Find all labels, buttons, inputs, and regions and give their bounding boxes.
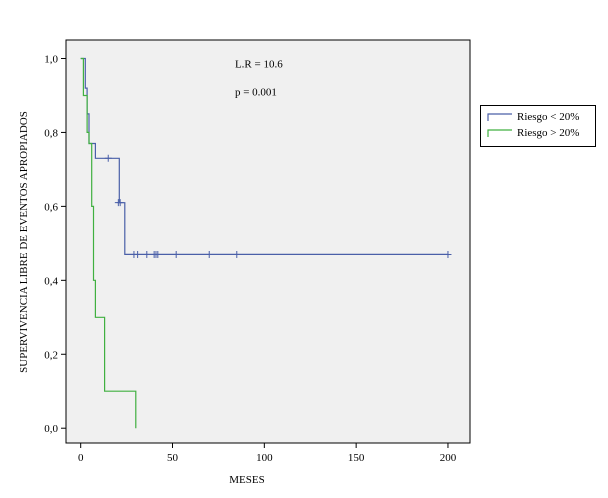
y-tick-label: 0,6 (44, 201, 58, 213)
x-tick-label: 100 (256, 452, 273, 464)
annotations: L.R = 10.6 p = 0.001 (235, 59, 283, 99)
legend-swatch-high-risk (487, 129, 512, 137)
axes: 0 50 100 150 200 0,0 0,2 0,4 0,6 0,8 1,0 (44, 53, 456, 464)
y-tick-label: 0,4 (44, 275, 58, 287)
series-layer (80, 57, 452, 429)
legend-item-low-risk: Riesgo < 20% (487, 109, 595, 125)
y-tick-label: 0,2 (44, 349, 58, 361)
annotation-text: p = 0.001 (235, 86, 277, 98)
censor-mark (134, 250, 142, 258)
x-axis-title: MESES (229, 474, 264, 486)
censor-mark (154, 250, 162, 258)
censor-mark (444, 250, 452, 258)
x-tick-label: 200 (440, 452, 457, 464)
y-tick-label: 0,0 (44, 423, 58, 435)
legend: Riesgo < 20% Riesgo > 20% (480, 105, 596, 147)
censor-mark (205, 250, 213, 258)
plot-area (65, 39, 471, 444)
legend-item-high-risk: Riesgo > 20% (487, 125, 595, 141)
x-tick-label: 0 (78, 452, 84, 464)
annotation-text: L.R = 10.6 (235, 59, 283, 71)
legend-label-low-risk: Riesgo < 20% (517, 111, 580, 123)
censor-mark (116, 199, 124, 207)
censor-mark (143, 250, 151, 258)
y-axis-title: SUPERVIVENCIA LIBRE DE EVENTOS APROPIADO… (18, 111, 30, 373)
censor-mark (233, 250, 241, 258)
legend-label-high-risk: Riesgo > 20% (517, 127, 580, 139)
y-tick-label: 0,8 (44, 127, 58, 139)
censor-mark (104, 154, 112, 162)
y-tick-label: 1,0 (44, 53, 58, 65)
x-tick-label: 150 (348, 452, 365, 464)
censor-mark (172, 250, 180, 258)
series-line-1 (80, 57, 137, 429)
x-tick-label: 50 (167, 452, 179, 464)
legend-swatch-low-risk (487, 113, 512, 121)
